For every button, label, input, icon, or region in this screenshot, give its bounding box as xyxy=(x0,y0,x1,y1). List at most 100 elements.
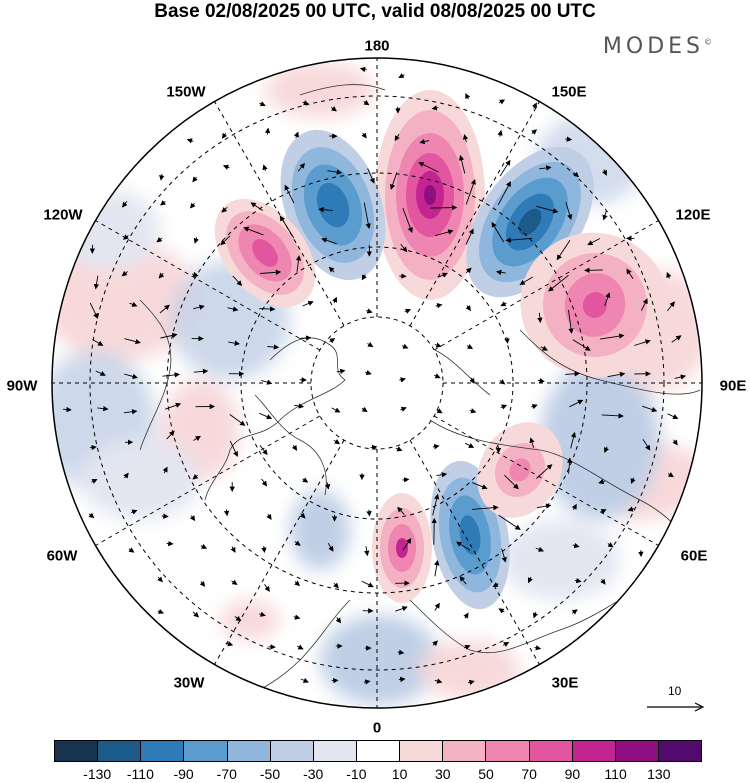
wind-arrow xyxy=(501,548,507,563)
wind-arrow xyxy=(531,102,537,109)
wind-arrow xyxy=(532,611,538,619)
wind-arrow xyxy=(284,184,295,204)
wind-arrow xyxy=(327,542,334,552)
meridian-line xyxy=(409,439,540,665)
wind-arrow xyxy=(365,369,372,376)
wind-arrow xyxy=(535,546,545,552)
wind-arrow xyxy=(531,129,538,135)
wind-arrow xyxy=(261,546,267,553)
reference-vector-label: 10 xyxy=(668,684,682,698)
colorbar-segment xyxy=(400,741,444,761)
wind-arrow xyxy=(234,615,242,622)
wind-arrow xyxy=(505,237,533,243)
wind-arrow xyxy=(604,292,611,307)
wind-arrow xyxy=(193,368,209,375)
wind-arrow xyxy=(397,649,405,655)
wind-arrow xyxy=(500,404,508,410)
wind-arrow xyxy=(162,372,180,378)
wind-arrow xyxy=(363,679,371,685)
wind-arrow xyxy=(291,444,298,451)
wind-arrow xyxy=(293,131,299,139)
wind-arrow xyxy=(328,266,335,273)
lon-label-120e: 120E xyxy=(675,206,711,224)
wind-arrow xyxy=(366,509,372,517)
colorbar-segment xyxy=(227,741,271,761)
wind-arrow xyxy=(158,272,165,279)
wind-arrow xyxy=(587,238,601,246)
wind-arrow xyxy=(433,373,441,379)
wind-arrow xyxy=(572,542,580,549)
wind-arrow xyxy=(193,304,205,310)
map-disc xyxy=(52,58,702,708)
wind-arrow xyxy=(395,446,403,452)
wind-arrow xyxy=(123,234,129,240)
wind-arrow xyxy=(262,164,268,172)
wind-arrow xyxy=(570,431,577,449)
wind-arrow xyxy=(672,439,678,446)
wind-arrow xyxy=(434,342,442,348)
wind-arrow xyxy=(367,168,375,184)
colorbar-segment xyxy=(443,741,487,761)
wind-arrow xyxy=(556,240,571,261)
colorbar-tick-label: 50 xyxy=(478,766,494,782)
lon-label-30e: 30E xyxy=(551,674,579,692)
wind-arrow xyxy=(232,275,243,286)
wind-arrow xyxy=(225,641,234,647)
wind-arrow xyxy=(458,154,466,174)
wind-arrow xyxy=(569,399,584,408)
wind-arrow xyxy=(502,641,510,647)
wind-arrow xyxy=(259,101,266,107)
wind-arrow xyxy=(223,509,230,517)
wind-arrow xyxy=(165,402,182,410)
wind-arrow xyxy=(573,171,580,178)
wind-arrow xyxy=(497,181,511,206)
wind-arrow xyxy=(465,178,476,205)
wind-arrow xyxy=(469,377,475,384)
wind-arrow xyxy=(300,677,309,683)
wind-arrow xyxy=(363,202,371,229)
wind-arrow xyxy=(634,339,651,346)
wind-arrow xyxy=(302,100,310,106)
lon-label-30w: 30W xyxy=(173,674,205,692)
wind-arrow xyxy=(267,344,280,350)
wind-arrow xyxy=(259,412,273,420)
wind-arrow xyxy=(264,127,271,135)
wind-arrow xyxy=(159,173,165,181)
wind-arrow xyxy=(674,374,687,380)
wind-arrow xyxy=(607,542,614,548)
wind-arrow xyxy=(642,405,658,413)
wind-arrow xyxy=(299,335,312,341)
wind-arrow xyxy=(537,312,543,324)
wind-arrow xyxy=(365,308,373,314)
wind-arrow xyxy=(367,341,374,347)
wind-arrow xyxy=(370,444,378,451)
wind-arrow xyxy=(504,337,510,344)
wind-arrow xyxy=(671,335,682,343)
meridian-line xyxy=(95,415,321,546)
wind-arrow xyxy=(221,206,228,213)
wind-arrow xyxy=(297,162,305,172)
wind-arrow xyxy=(572,339,591,351)
colorbar-tick-label: -110 xyxy=(126,766,154,782)
wind-vectors xyxy=(62,66,687,686)
wind-arrow xyxy=(432,640,438,647)
wind-arrow xyxy=(250,202,264,211)
wind-arrow xyxy=(642,438,651,451)
wind-arrow xyxy=(434,678,443,684)
wind-arrow xyxy=(600,509,607,514)
wind-arrow xyxy=(160,332,178,339)
wind-arrow xyxy=(465,93,471,100)
wind-arrow xyxy=(220,235,231,246)
wind-arrow xyxy=(604,446,609,454)
colorbar-segment xyxy=(356,741,401,761)
wind-arrow xyxy=(607,371,626,378)
wind-arrow xyxy=(259,445,268,456)
wind-arrow xyxy=(431,517,437,545)
wind-arrow xyxy=(166,430,175,440)
wind-arrow xyxy=(472,482,488,490)
wind-arrow xyxy=(571,609,578,615)
colorbar-segment xyxy=(658,741,702,761)
wind-arrow xyxy=(398,676,406,683)
colorbar-tick-label: -70 xyxy=(216,766,237,782)
